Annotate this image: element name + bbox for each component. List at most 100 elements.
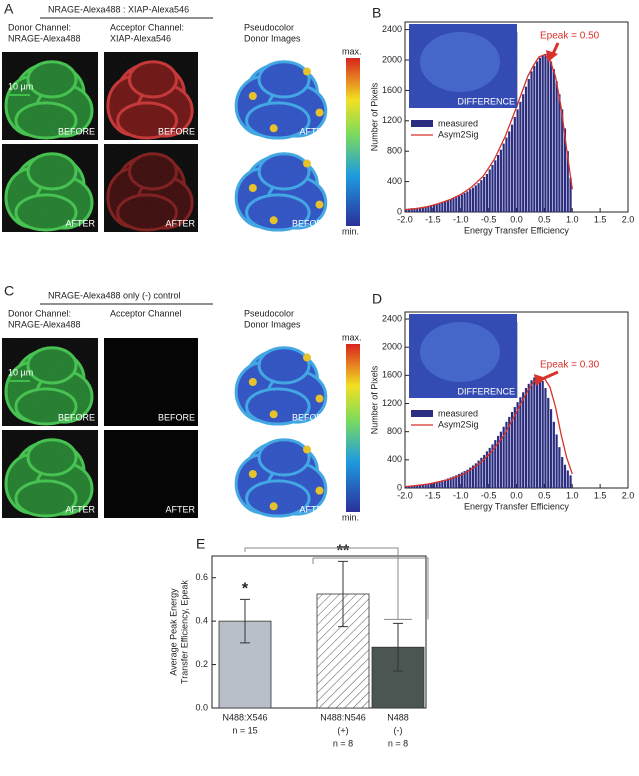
inset-label: DIFFERENCE xyxy=(457,386,515,396)
histogram-bar xyxy=(491,444,494,488)
histogram-bar xyxy=(496,435,500,488)
x-tick-sublabel: n = 8 xyxy=(333,738,353,748)
histogram-bar xyxy=(519,397,522,488)
histogram-bar xyxy=(536,376,539,488)
colorbar xyxy=(346,344,360,512)
hot-spot xyxy=(248,378,257,386)
annotation: Epeak = 0.30 xyxy=(540,360,600,371)
x-tick-label: 1.5 xyxy=(594,490,607,500)
histogram-bar xyxy=(563,128,567,212)
histogram-bar xyxy=(441,480,444,488)
fit-line xyxy=(404,53,573,211)
hot-spot xyxy=(315,394,324,403)
y-axis-label: Number of Pixels xyxy=(369,365,379,434)
image-label: AFTER xyxy=(299,126,329,136)
x-tick-sublabel: n = 15 xyxy=(232,725,257,735)
histogram-bar xyxy=(502,143,505,212)
histogram-bar xyxy=(533,377,536,488)
scale-label: 10 µm xyxy=(8,81,33,91)
histogram-bar xyxy=(421,484,424,488)
texture xyxy=(104,144,198,232)
texture xyxy=(2,430,98,518)
y-tick-label: 800 xyxy=(387,146,402,156)
histogram-bar xyxy=(502,426,505,488)
y-tick-label: 0.6 xyxy=(195,572,208,582)
y-tick-label: 2400 xyxy=(382,313,402,323)
histogram-bar xyxy=(455,197,458,212)
hot-spot xyxy=(315,200,324,209)
column-title: Acceptor Channel: xyxy=(110,22,184,32)
x-tick-label: N488:X546 xyxy=(222,712,267,722)
histogram-bar xyxy=(421,207,424,212)
panel-letter: E xyxy=(196,536,205,552)
histogram-bar xyxy=(407,486,410,488)
histogram-bar xyxy=(538,377,541,488)
y-tick-label: 1600 xyxy=(382,85,402,95)
histogram-bar xyxy=(466,191,469,212)
histogram-bar xyxy=(483,454,486,488)
x-tick-label: 1.5 xyxy=(594,214,607,224)
histogram-bar xyxy=(558,94,561,212)
histogram-bar xyxy=(457,473,461,488)
legend-swatch xyxy=(411,120,433,127)
y-axis-label: Transfer Efficiency, Epeak xyxy=(179,580,189,684)
hot-spot xyxy=(315,108,324,117)
x-tick-label: 2.0 xyxy=(622,214,635,224)
hot-spot xyxy=(269,216,278,225)
histogram-bar xyxy=(494,160,497,212)
panel-header: NRAGE-Alexa488 only (-) control xyxy=(48,290,181,300)
hot-spot xyxy=(303,445,311,454)
histogram-bar xyxy=(477,460,480,488)
hot-spot xyxy=(269,410,278,419)
histogram-bar xyxy=(430,205,433,212)
x-tick-label: -0.5 xyxy=(481,214,497,224)
histogram-bar xyxy=(541,55,544,212)
column-title: Donor Channel: xyxy=(8,308,71,318)
colorbar xyxy=(346,58,360,226)
histogram-bar xyxy=(427,483,430,488)
x-tick-label: -1.5 xyxy=(425,214,441,224)
micrograph: BEFORE xyxy=(232,338,332,426)
histogram-bar xyxy=(547,397,550,488)
histogram-bar xyxy=(508,416,511,488)
scale-label: 10 µm xyxy=(8,367,33,377)
histogram-bar xyxy=(405,208,408,212)
histogram-bar xyxy=(424,484,427,488)
panel-letter: B xyxy=(372,5,381,21)
histogram-bar xyxy=(460,472,463,488)
histogram-bar xyxy=(516,109,519,212)
y-tick-label: 400 xyxy=(387,176,402,186)
hot-spot xyxy=(303,67,311,76)
x-tick-sublabel: n = 8 xyxy=(388,738,408,748)
x-tick-label: -1.0 xyxy=(453,214,469,224)
x-tick-sublabel: (+) xyxy=(337,725,348,735)
image-label: BEFORE xyxy=(158,412,195,422)
legend-swatch xyxy=(411,410,433,417)
image-label: AFTER xyxy=(65,504,95,514)
hot-spot xyxy=(248,184,257,192)
y-tick-label: 0 xyxy=(397,482,402,492)
image-label: BEFORE xyxy=(58,126,95,136)
image-label: BEFORE xyxy=(292,412,329,422)
histogram-bar xyxy=(435,203,438,212)
histogram-bar xyxy=(488,169,491,212)
histogram-bar xyxy=(538,57,541,212)
y-tick-label: 0.2 xyxy=(195,659,208,669)
micrograph: AFTER xyxy=(104,430,198,518)
histogram-bar xyxy=(558,447,561,488)
y-tick-label: 0.4 xyxy=(195,616,208,626)
panel-letter: A xyxy=(4,1,14,17)
histogram-bar xyxy=(555,81,558,212)
histogram-bar xyxy=(444,479,447,488)
hot-spot xyxy=(269,502,278,511)
histogram-bar xyxy=(438,480,441,488)
x-tick-label: -2.0 xyxy=(397,214,413,224)
histogram-bar xyxy=(469,467,472,488)
x-tick-label: -1.5 xyxy=(425,490,441,500)
histogram-bar xyxy=(460,194,463,212)
histogram-bar xyxy=(522,94,525,212)
histogram-bar xyxy=(527,79,530,212)
histogram-bar xyxy=(471,187,475,212)
inset-label: DIFFERENCE xyxy=(457,96,515,106)
